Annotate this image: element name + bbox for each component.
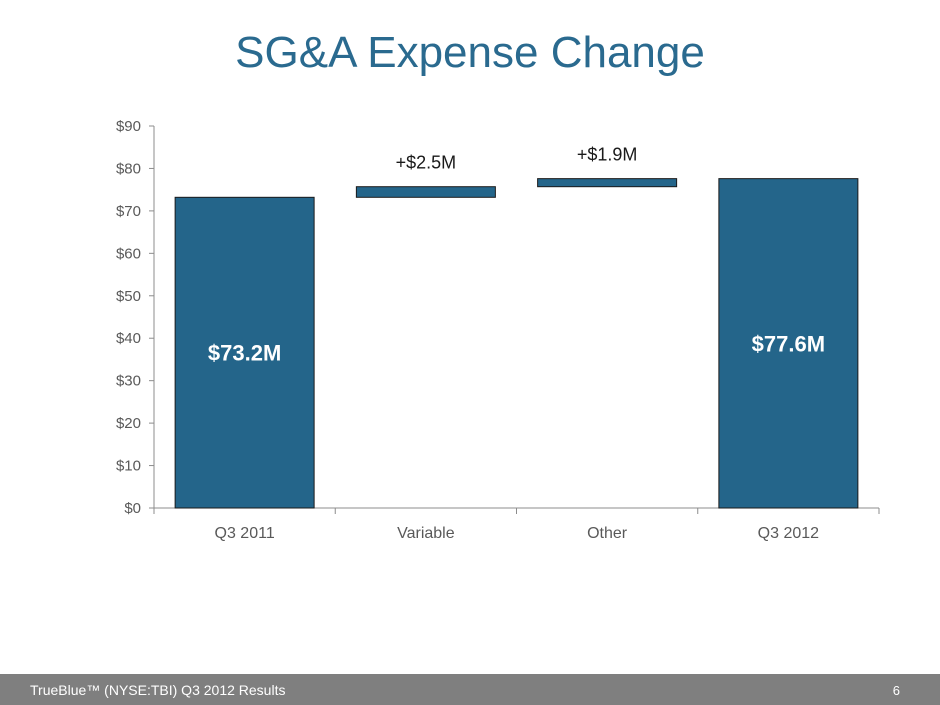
x-tick-label: Variable [397,525,455,542]
x-tick-label: Q3 2012 [758,525,819,542]
y-tick-label: $70 [116,203,141,220]
footer-text: TrueBlue™ (NYSE:TBI) Q3 2012 Results [30,682,286,698]
y-tick-label: $30 [116,373,141,390]
bar-q3-2011 [174,196,315,509]
footer-bar: TrueBlue™ (NYSE:TBI) Q3 2012 Results 6 [0,674,940,705]
x-tick-label: Q3 2011 [215,525,275,542]
bar-other [537,178,678,188]
bar-variable [355,186,496,198]
data-label: +$1.9M [577,145,638,165]
data-label: +$2.5M [396,153,457,173]
x-tick-label: Other [587,525,628,542]
y-tick-label: $20 [116,415,141,432]
y-tick-label: $40 [116,330,141,347]
y-tick-label: $90 [116,118,141,135]
bar-q3-2012 [718,178,859,509]
data-label: $77.6M [752,331,825,356]
waterfall-chart: $0 $10 $20 $30 $40 $50 $60 $70 $80 $90 Q3 2011 Vari… [116,118,880,542]
data-label: $73.2M [208,341,281,366]
y-tick-label: $50 [116,288,141,305]
y-tick-label: $0 [124,500,141,517]
y-tick-label: $60 [116,245,141,262]
slide-title: SG&A Expense Change [235,28,705,77]
y-tick-label: $80 [116,160,141,177]
y-tick-label: $10 [116,458,141,475]
page-number: 6 [892,683,900,698]
